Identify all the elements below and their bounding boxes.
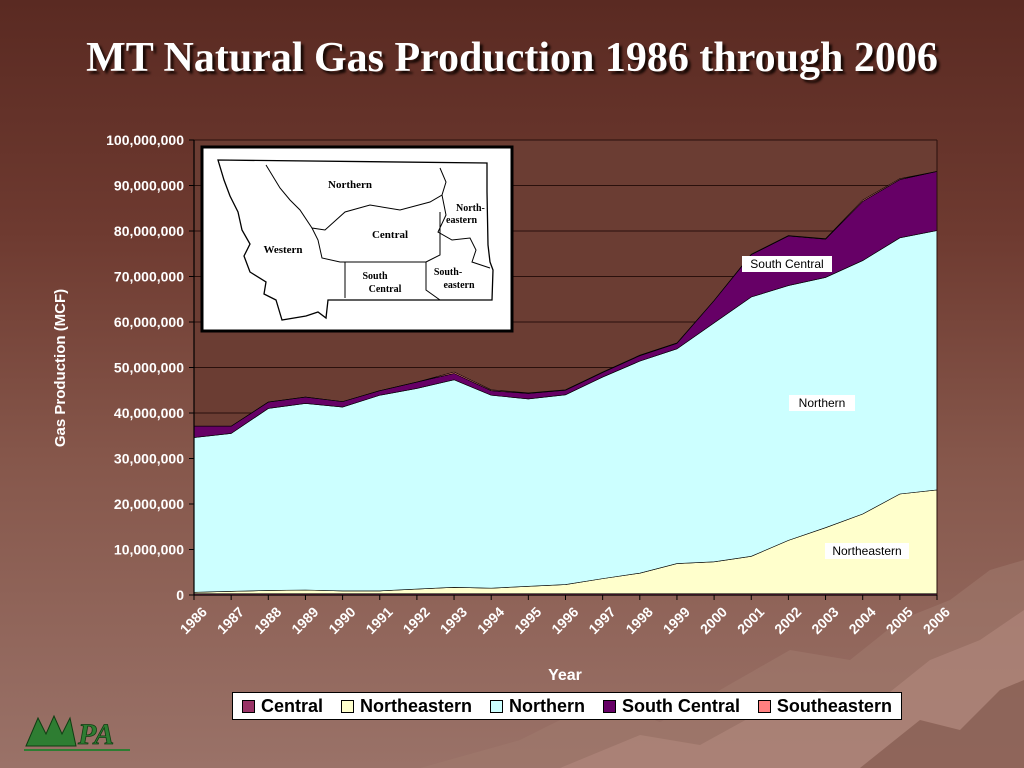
x-tick-label: 2002 [771,604,804,637]
legend-item-northern: Northern [489,695,585,717]
x-tick-label: 1987 [214,604,247,637]
annotation-south-central: South Central [742,256,832,272]
legend-item-northeastern: Northeastern [340,695,472,717]
y-tick-label: 30,000,000 [114,451,184,467]
legend-swatch-south-central [602,699,616,713]
y-tick-label: 90,000,000 [114,178,184,194]
legend-item-south-central: South Central [602,695,740,717]
x-tick-label: 1995 [511,604,544,637]
y-tick-label: 40,000,000 [114,405,184,421]
map-label-northeastern-2: eastern [446,215,478,226]
x-tick-label: 1992 [400,604,433,637]
y-tick-label: 100,000,000 [106,132,184,148]
map-label-southeastern-1: South- [434,267,462,278]
legend-swatch-central [241,699,255,713]
x-tick-label: 2001 [734,604,767,637]
x-tick-label: 2000 [697,604,730,637]
x-tick-label: 1989 [288,604,321,637]
legend-label-central: Central [260,695,323,716]
y-tick-label: 50,000,000 [114,360,184,376]
x-tick-label: 1996 [548,604,581,637]
map-label-southeastern-2: eastern [443,280,475,291]
map-label-central: Central [372,229,408,241]
y-axis-label: Gas Production (MCF) [52,289,69,447]
map-label-south-central-2: Central [369,284,402,295]
x-tick-label: 1990 [325,604,358,637]
legend-label-northern: Northern [508,695,585,716]
x-tick-label: 1994 [474,604,507,637]
x-tick-label: 1986 [177,604,210,637]
x-tick-label: 2006 [920,604,953,637]
annotation-northern: Northern [789,395,855,411]
x-tick-label: 2004 [845,604,878,637]
x-tick-label: 1999 [660,604,693,637]
y-tick-label: 0 [176,587,184,603]
x-tick-label: 2003 [808,604,841,637]
x-tick-label: 2005 [883,604,916,637]
legend-label-south-central: South Central [621,695,740,716]
legend-item-southeastern: Southeastern [757,695,892,717]
x-tick-label: 1988 [251,604,284,637]
map-label-south-central-1: South [362,271,387,282]
x-tick-label: 1998 [622,604,655,637]
mpa-logo: PA [24,714,130,751]
slide-title: MT Natural Gas Production 1986 through 2… [86,35,938,81]
x-tick-label: 1991 [362,604,395,637]
legend-swatch-northeastern [340,699,354,713]
svg-text:Northeastern: Northeastern [832,544,901,558]
legend-label-northeastern: Northeastern [359,695,472,716]
montana-outline [217,159,494,321]
x-tick-label: 1997 [585,604,618,637]
chart-legend: Central Northeastern Northern South Cent… [232,692,902,720]
map-label-northeastern-1: North- [456,203,485,214]
map-label-western: Western [263,244,302,256]
svg-text:PA: PA [77,718,114,751]
legend-swatch-southeastern [757,699,771,713]
svg-text:Northern: Northern [799,396,846,410]
svg-text:South Central: South Central [750,257,823,271]
x-axis-label: Year [548,667,582,684]
y-tick-label: 80,000,000 [114,223,184,239]
y-tick-label: 60,000,000 [114,314,184,330]
x-tick-label: 1993 [437,604,470,637]
annotation-northeastern: Northeastern [825,543,909,559]
montana-map-inset: Northern North- eastern Central Western … [200,145,514,333]
y-tick-label: 20,000,000 [114,496,184,512]
legend-label-southeastern: Southeastern [776,695,892,716]
map-label-northern: Northern [328,179,372,191]
legend-item-central: Central [241,695,323,717]
y-tick-label: 10,000,000 [114,542,184,558]
legend-swatch-northern [489,699,503,713]
y-tick-label: 70,000,000 [114,269,184,285]
